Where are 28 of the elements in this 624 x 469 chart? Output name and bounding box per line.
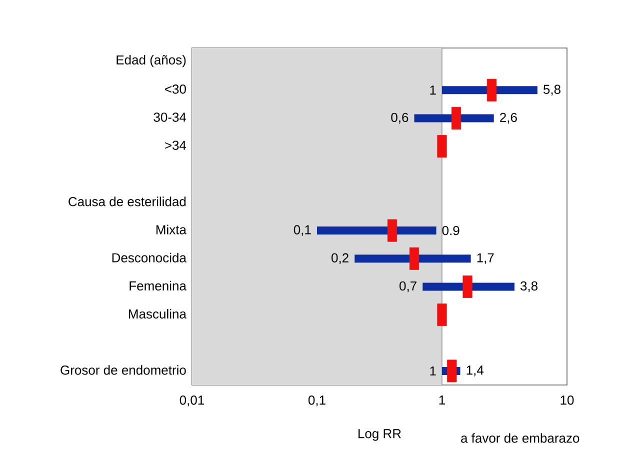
y-tick-label: Masculina xyxy=(129,309,186,319)
annotation: 0.9 xyxy=(442,226,460,236)
annotation: 3,8 xyxy=(520,281,538,292)
annotation: 0,1 xyxy=(294,225,311,236)
x-tick-label: 1 xyxy=(439,396,445,404)
x-axis-title: Log RR xyxy=(358,429,401,441)
annotation: 1,7 xyxy=(477,253,494,264)
y-tick-label: Edad (años) xyxy=(116,54,186,68)
x-tick-label: 0,01 xyxy=(180,396,204,406)
y-tick-label: <30 xyxy=(165,84,186,94)
annotation: 0,7 xyxy=(400,281,416,292)
x-tick-label: 0,1 xyxy=(308,396,326,406)
x-tick-label: 10 xyxy=(560,396,574,405)
annotation: 0,6 xyxy=(391,112,408,124)
text: a favor de embarazo xyxy=(461,433,580,443)
y-tick-label: Desconocida xyxy=(112,252,186,262)
annotation: 5,8 xyxy=(543,84,560,96)
annotation: 1 xyxy=(430,366,436,376)
y-tick-label: Grosor de endometrio xyxy=(60,365,186,375)
y-tick-label: Mixta xyxy=(156,224,186,234)
y-tick-label: >34 xyxy=(165,140,186,150)
annotation: 2,6 xyxy=(500,112,517,124)
y-tick-label: 30-34 xyxy=(154,112,186,122)
y-tick-label: Causa de esterilidad xyxy=(68,196,186,206)
annotation: 1 xyxy=(430,86,436,95)
y-tick-label: Femenina xyxy=(130,280,186,290)
annotation: 0,2 xyxy=(332,253,348,264)
annotation: 1,4 xyxy=(466,366,484,376)
